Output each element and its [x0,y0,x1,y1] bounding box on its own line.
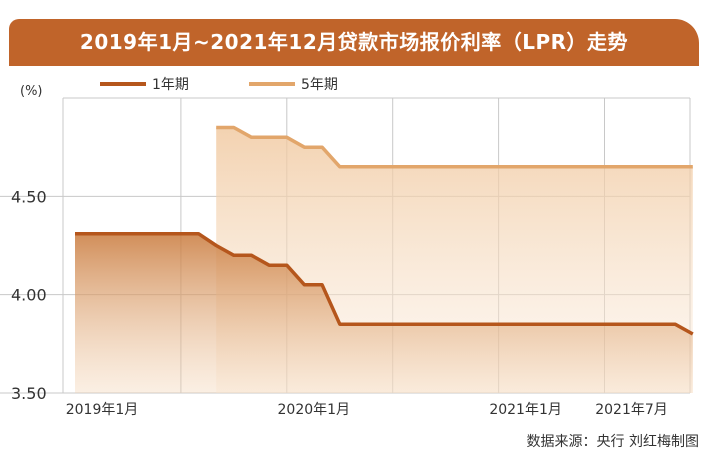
legend-label-5y: 5年期 [301,77,338,93]
series-line-1y [75,231,694,336]
legend: 1年期 5年期 [100,77,338,93]
axis-labels: 3.50 4.00 4.50 2019年1月 2020年1月 2021年1月 2021年7月 [11,187,668,418]
source-note: 数据来源：央行 刘红梅制图 [527,434,699,450]
legend-label-1y: 1年期 [152,77,189,93]
series-line-5y [216,125,693,169]
x-tick-label: 2020年1月 [278,402,351,418]
y-tick-label: 4.00 [11,286,47,305]
title-bar: 2019年1月~2021年12月贷款市场报价利率（LPR）走势 [9,19,699,66]
y-tick-label: 3.50 [11,384,47,403]
chart-title: 2019年1月~2021年12月贷款市场报价利率（LPR）走势 [79,30,629,54]
x-tick-label: 2021年7月 [595,402,668,418]
x-tick-label: 2019年1月 [66,402,139,418]
y-tick-label: 4.50 [11,187,47,206]
y-axis-label: (%) [20,84,43,99]
area-fills [75,127,693,393]
series-lines [75,125,694,336]
x-tick-label: 2021年1月 [489,402,562,418]
area-fill-1y [75,233,693,393]
